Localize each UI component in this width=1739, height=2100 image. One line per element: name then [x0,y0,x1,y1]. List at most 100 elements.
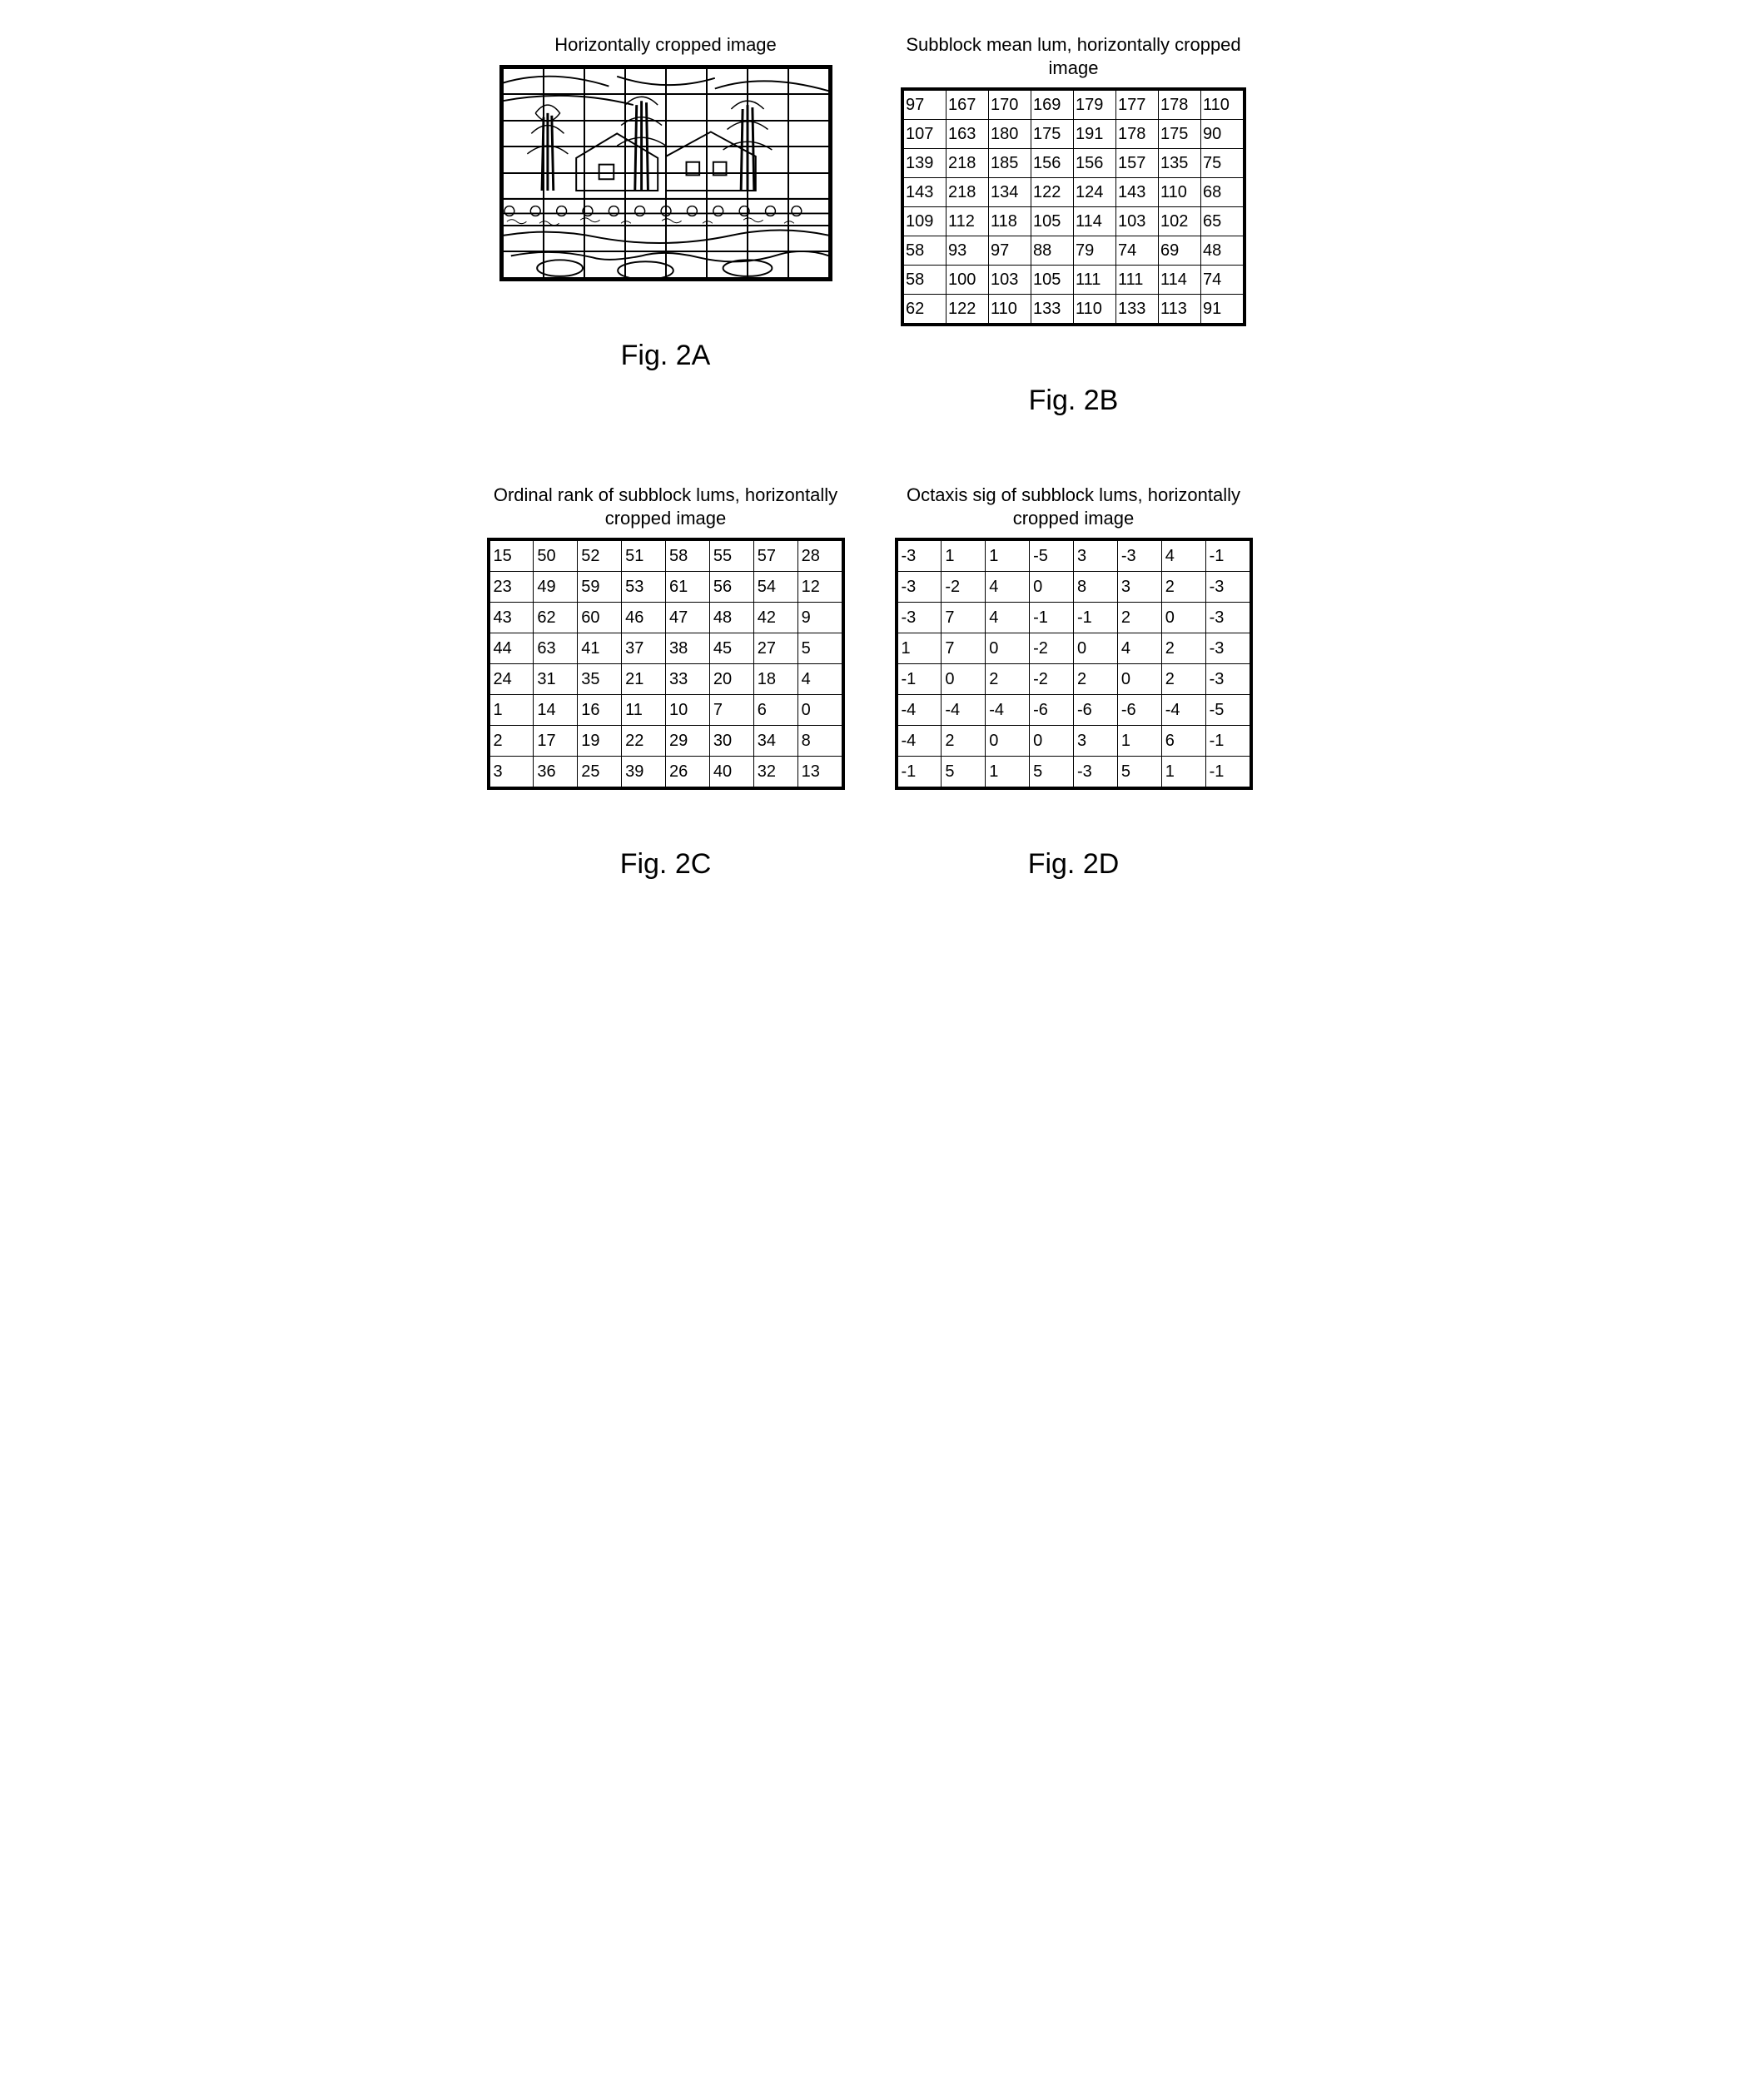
lum-cell: 90 [1201,120,1245,149]
lum-cell: 102 [1159,207,1201,236]
octaxis-cell: -3 [1205,633,1250,664]
row-1: Horizontally cropped image [487,33,1253,417]
rank-cell: 51 [622,539,666,572]
table-row: 436260464748429 [489,603,843,633]
octaxis-cell: 0 [1030,726,1074,757]
lum-cell: 113 [1159,295,1201,325]
rank-cell: 22 [622,726,666,757]
lum-cell: 69 [1159,236,1201,266]
rank-cell: 32 [753,757,797,789]
rank-cell: 44 [489,633,534,664]
rank-cell: 8 [797,726,842,757]
fig-2b-label: Fig. 2B [1029,385,1119,417]
lum-cell: 169 [1031,89,1074,120]
table-row: 21719222930348 [489,726,843,757]
rank-cell: 57 [753,539,797,572]
table-row: -311-53-34-1 [897,539,1251,572]
table-row: 1550525158555728 [489,539,843,572]
octaxis-cell: 0 [942,664,986,695]
lum-cell: 105 [1031,266,1074,295]
lum-cell: 167 [947,89,989,120]
fig-2c-title: Ordinal rank of subblock lums, horizonta… [487,484,845,529]
lum-cell: 109 [902,207,947,236]
lum-cell: 185 [989,149,1031,178]
octaxis-cell: 5 [1030,757,1074,789]
rank-cell: 63 [534,633,578,664]
rank-cell: 62 [534,603,578,633]
octaxis-cell: 2 [1117,603,1161,633]
lum-cell: 143 [1116,178,1159,207]
octaxis-cell: -3 [1205,603,1250,633]
rank-cell: 5 [797,633,842,664]
octaxis-cell: 2 [942,726,986,757]
rank-cell: 40 [709,757,753,789]
table-row: -4-4-4-6-6-6-4-5 [897,695,1251,726]
lum-cell: 134 [989,178,1031,207]
lum-cell: 218 [947,149,989,178]
rank-cell: 41 [578,633,622,664]
rank-cell: 13 [797,757,842,789]
rank-cell: 3 [489,757,534,789]
lum-cell: 97 [989,236,1031,266]
lum-cell: 178 [1116,120,1159,149]
lum-cell: 110 [1074,295,1116,325]
table-row: -3-240832-3 [897,572,1251,603]
octaxis-cell: -1 [1205,726,1250,757]
lum-cell: 58 [902,236,947,266]
octaxis-cell: -1 [1205,757,1250,789]
octaxis-cell: -3 [1074,757,1118,789]
rank-cell: 6 [753,695,797,726]
lum-cell: 114 [1159,266,1201,295]
rank-cell: 58 [666,539,710,572]
octaxis-cell: -4 [942,695,986,726]
lum-cell: 107 [902,120,947,149]
lum-cell: 48 [1201,236,1245,266]
lum-cell: 218 [947,178,989,207]
table-row: -1515-351-1 [897,757,1251,789]
octaxis-cell: -4 [986,695,1030,726]
table-row: 97167170169179177178110 [902,89,1245,120]
octaxis-cell: -5 [1030,539,1074,572]
lum-cell: 156 [1074,149,1116,178]
fig-2c-label: Fig. 2C [620,848,712,881]
table-row: 446341373845275 [489,633,843,664]
octaxis-cell: 3 [1074,726,1118,757]
lum-cell: 114 [1074,207,1116,236]
fig-2a-line-drawing [503,68,829,280]
octaxis-cell: 7 [942,603,986,633]
rank-cell: 7 [709,695,753,726]
lum-cell: 88 [1031,236,1074,266]
lum-cell: 124 [1074,178,1116,207]
table-row: 243135213320184 [489,664,843,695]
octaxis-cell: -4 [1161,695,1205,726]
rank-cell: 1 [489,695,534,726]
lum-cell: 175 [1159,120,1201,149]
rank-cell: 34 [753,726,797,757]
table-row: 2349595361565412 [489,572,843,603]
octaxis-cell: 0 [1030,572,1074,603]
octaxis-cell: -3 [897,572,942,603]
table-row: 114161110760 [489,695,843,726]
lum-cell: 170 [989,89,1031,120]
octaxis-cell: -2 [942,572,986,603]
octaxis-cell: -1 [1030,603,1074,633]
lum-cell: 191 [1074,120,1116,149]
octaxis-cell: 7 [942,633,986,664]
rank-cell: 30 [709,726,753,757]
octaxis-cell: 8 [1074,572,1118,603]
rank-cell: 20 [709,664,753,695]
lum-cell: 175 [1031,120,1074,149]
table-row: 10911211810511410310265 [902,207,1245,236]
octaxis-cell: 1 [897,633,942,664]
rank-cell: 53 [622,572,666,603]
lum-cell: 143 [902,178,947,207]
rank-cell: 55 [709,539,753,572]
octaxis-cell: 6 [1161,726,1205,757]
rank-cell: 59 [578,572,622,603]
octaxis-cell: -2 [1030,633,1074,664]
rank-cell: 0 [797,695,842,726]
lum-cell: 103 [1116,207,1159,236]
fig-2a-title: Horizontally cropped image [554,33,777,57]
octaxis-cell: 4 [986,603,1030,633]
lum-cell: 93 [947,236,989,266]
